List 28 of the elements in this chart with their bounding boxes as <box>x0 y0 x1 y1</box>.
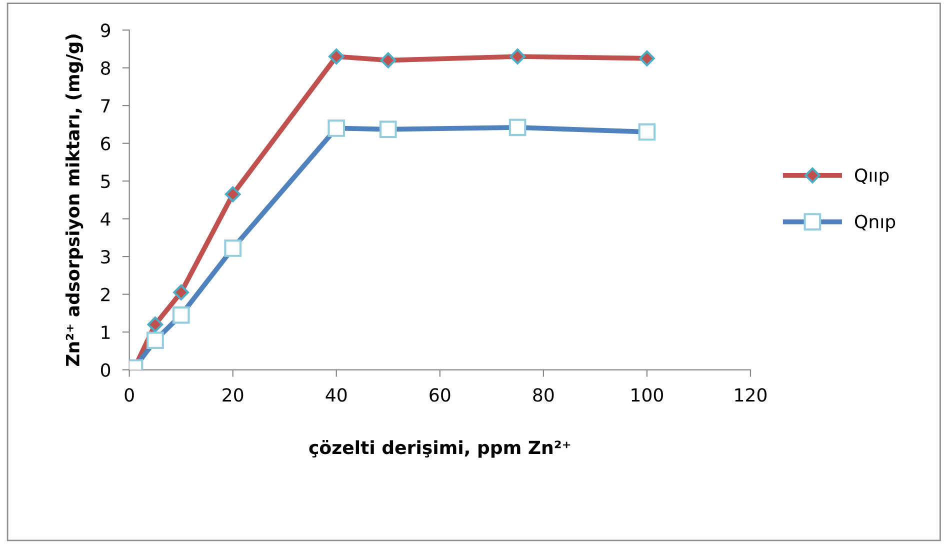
y-tick-label: 1 <box>102 326 110 339</box>
y-axis-title: Zn²⁺ adsorpsiyon miktarı, (mg/g) <box>66 34 84 366</box>
x-tick-label: 20 <box>222 388 244 402</box>
y-tick-label: 9 <box>100 24 110 38</box>
x-tick-label: 120 <box>735 388 767 402</box>
y-tick-label: 2 <box>101 288 110 302</box>
x-tick-label: 80 <box>533 388 554 402</box>
point <box>224 186 241 202</box>
point <box>147 316 164 332</box>
y-tick-label: 8 <box>101 61 110 75</box>
y-tick-label: 7 <box>101 99 110 112</box>
point <box>380 52 396 68</box>
x-tick-label: 40 <box>326 388 347 402</box>
x-tick-label: 60 <box>430 388 450 402</box>
point <box>639 50 655 66</box>
legend-label: Qııp <box>854 168 889 186</box>
x-tick-label: 0 <box>124 388 134 402</box>
y-tick-label: 6 <box>101 136 110 150</box>
legend-label: Qnıp <box>854 214 896 232</box>
y-tick-label: 3 <box>101 250 110 264</box>
point <box>328 48 344 64</box>
y-tick-label: 4 <box>100 212 110 226</box>
x-axis-title: çözelti derişimi, ppm Zn²⁺ <box>309 440 570 458</box>
x-tick-label: 100 <box>632 388 663 402</box>
y-tick-label: 5 <box>101 174 110 188</box>
y-tick-label: 0 <box>100 363 110 377</box>
point <box>510 48 526 64</box>
point <box>173 284 190 300</box>
